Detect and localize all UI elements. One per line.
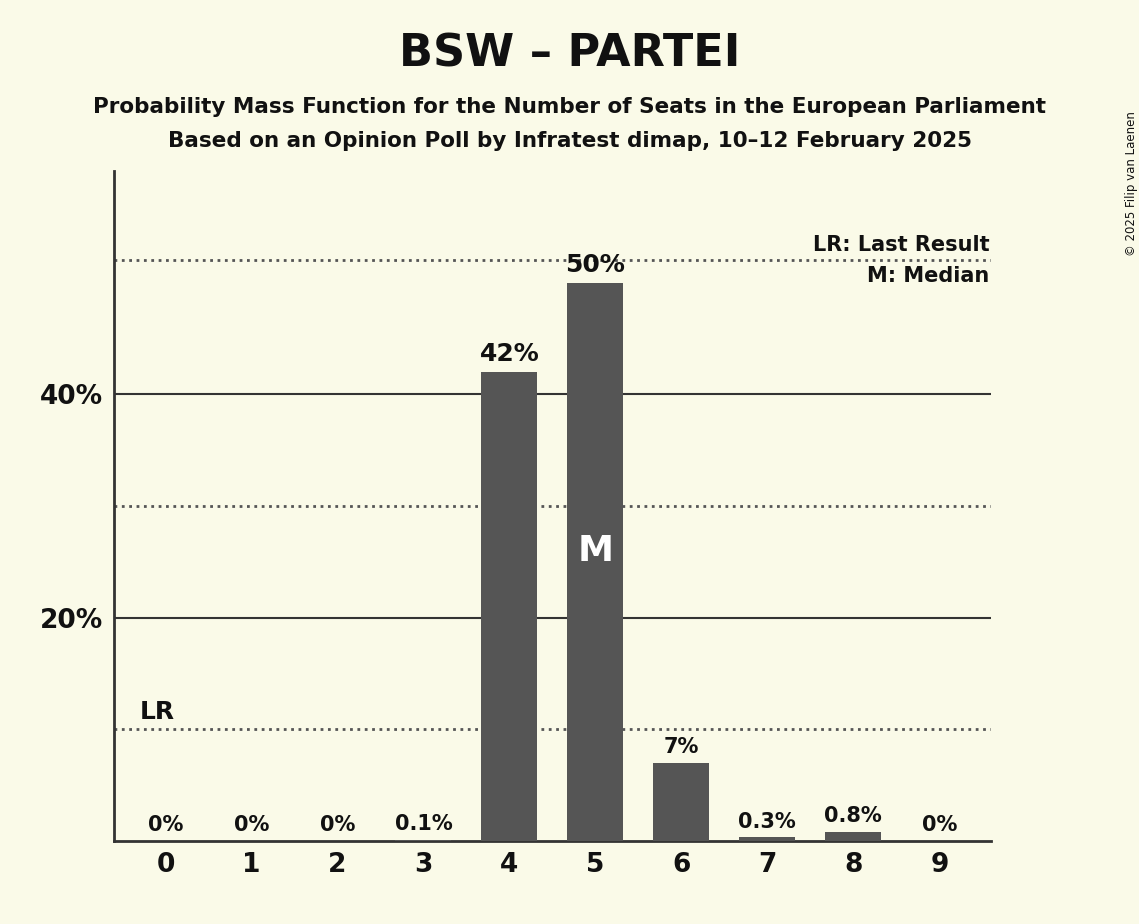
Text: LR: Last Result: LR: Last Result [812, 235, 989, 255]
Text: 50%: 50% [565, 253, 625, 277]
Text: LR: LR [140, 699, 174, 723]
Text: 42%: 42% [480, 342, 539, 366]
Bar [567, 283, 623, 841]
Bar [654, 762, 710, 841]
Text: 0.8%: 0.8% [825, 807, 883, 826]
Text: 0%: 0% [921, 815, 957, 835]
Bar [395, 840, 451, 841]
Text: 0.1%: 0.1% [394, 814, 452, 834]
Text: 0%: 0% [233, 815, 269, 835]
Bar [482, 372, 538, 841]
Text: 7%: 7% [664, 737, 699, 757]
Text: BSW – PARTEI: BSW – PARTEI [399, 32, 740, 76]
Text: 0%: 0% [148, 815, 183, 835]
Bar [826, 832, 882, 841]
Bar [739, 837, 795, 841]
Text: M: M [577, 533, 614, 567]
Text: 0%: 0% [320, 815, 355, 835]
Text: © 2025 Filip van Laenen: © 2025 Filip van Laenen [1124, 111, 1138, 256]
Text: 0.3%: 0.3% [738, 812, 796, 832]
Text: M: Median: M: Median [867, 266, 989, 286]
Text: Based on an Opinion Poll by Infratest dimap, 10–12 February 2025: Based on an Opinion Poll by Infratest di… [167, 131, 972, 152]
Text: Probability Mass Function for the Number of Seats in the European Parliament: Probability Mass Function for the Number… [93, 97, 1046, 117]
